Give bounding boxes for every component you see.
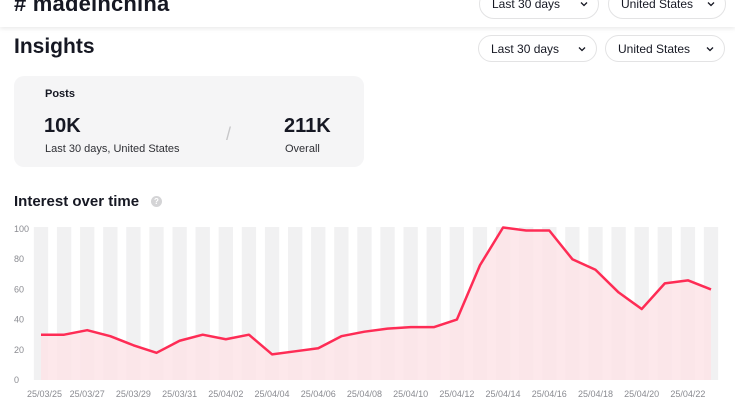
- sticky-header: # madeinchina Last 30 days United States: [0, 0, 735, 27]
- x-tick-label: 25/04/04: [255, 389, 290, 399]
- interest-chart: 0 20 40 60 80 100 25/03/25 25/03/27 25/03/29 25/…: [14, 224, 719, 399]
- interest-area: [41, 227, 711, 380]
- interest-line: [41, 226, 712, 356]
- x-tick-label: 25/04/16: [532, 389, 567, 399]
- overall-label: Overall: [285, 143, 320, 155]
- region-dropdown-top[interactable]: United States: [608, 0, 726, 19]
- x-tick-label: 25/03/27: [70, 389, 105, 399]
- x-tick-label: 25/03/31: [162, 389, 197, 399]
- region-dropdown[interactable]: United States: [605, 35, 725, 62]
- posts-label: Posts: [45, 88, 75, 100]
- separator: /: [226, 124, 232, 144]
- date-range-label: Last 30 days: [492, 0, 561, 11]
- y-tick-label: 60: [14, 284, 24, 294]
- day-column: [311, 227, 326, 380]
- chevron-down-icon: [580, 2, 588, 7]
- x-tick-label: 25/04/22: [670, 389, 705, 399]
- date-range-label: Last 30 days: [491, 41, 560, 56]
- day-column: [149, 227, 164, 380]
- chevron-down-icon: [578, 46, 586, 51]
- posts-count: 10K: [44, 115, 81, 137]
- date-range-dropdown-top[interactable]: Last 30 days: [479, 0, 599, 19]
- day-column: [287, 227, 303, 380]
- interest-over-time-heading: Interest over time: [14, 193, 140, 210]
- insights-heading: Insights: [14, 35, 95, 58]
- hashtag-title: # madeinchina: [14, 0, 170, 16]
- x-tick-label: 25/04/10: [393, 389, 428, 399]
- chevron-down-icon: [706, 46, 714, 51]
- y-tick-label: 40: [14, 315, 24, 325]
- posts-period: Last 30 days, United States: [45, 143, 180, 155]
- x-tick-label: 25/04/18: [578, 389, 613, 399]
- day-column: [264, 227, 280, 380]
- x-tick-label: 25/04/14: [486, 389, 521, 399]
- x-tick-label: 25/04/06: [301, 389, 336, 399]
- day-column: [126, 227, 141, 380]
- y-tick-label: 0: [14, 375, 19, 385]
- x-tick-label: 25/04/12: [439, 389, 474, 399]
- y-tick-label: 100: [14, 224, 29, 234]
- posts-card: Posts 10K Last 30 days, United States / …: [14, 76, 364, 167]
- x-tick-label: 25/03/25: [27, 389, 62, 399]
- region-label: United States: [618, 41, 691, 56]
- x-tick-label: 25/04/08: [347, 389, 382, 399]
- overall-count: 211K: [284, 115, 331, 137]
- y-tick-label: 20: [14, 345, 24, 355]
- region-label: United States: [621, 0, 694, 11]
- x-tick-label: 25/04/20: [624, 389, 659, 399]
- date-range-dropdown[interactable]: Last 30 days: [478, 35, 597, 62]
- chevron-down-icon: [707, 2, 715, 7]
- x-tick-label: 25/03/29: [116, 389, 151, 399]
- x-tick-label: 25/04/02: [208, 389, 243, 399]
- y-tick-label: 80: [14, 254, 24, 264]
- help-icon[interactable]: ?: [151, 196, 162, 207]
